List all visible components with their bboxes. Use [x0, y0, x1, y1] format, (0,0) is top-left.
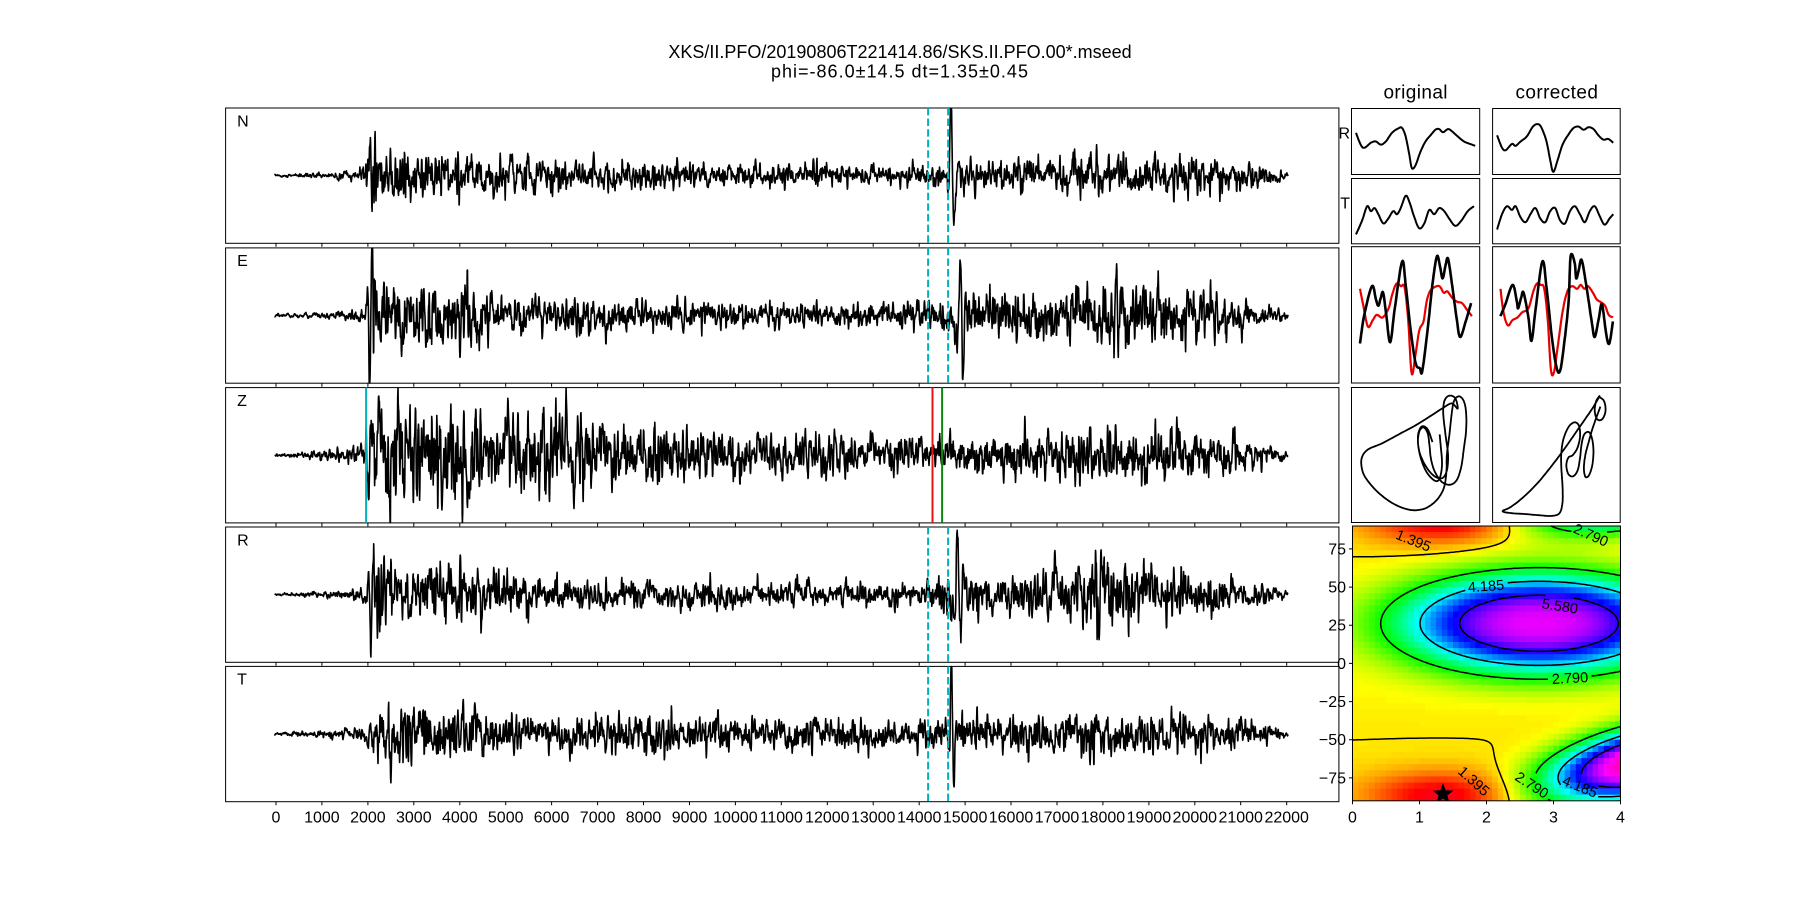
svg-text:20000: 20000 [1173, 810, 1218, 827]
svg-text:3000: 3000 [396, 810, 432, 827]
svg-text:17000: 17000 [1035, 810, 1080, 827]
svg-text:10000: 10000 [713, 810, 758, 827]
svg-text:−25: −25 [1319, 694, 1346, 711]
svg-text:corrected: corrected [1515, 83, 1598, 104]
svg-text:T: T [237, 672, 247, 689]
svg-text:14000: 14000 [897, 810, 942, 827]
svg-text:3: 3 [1549, 810, 1558, 827]
svg-text:25: 25 [1328, 618, 1346, 635]
svg-text:original: original [1383, 83, 1447, 104]
svg-text:12000: 12000 [805, 810, 850, 827]
svg-text:1000: 1000 [304, 810, 340, 827]
svg-text:16000: 16000 [989, 810, 1034, 827]
svg-text:8000: 8000 [626, 810, 662, 827]
svg-text:15000: 15000 [943, 810, 988, 827]
svg-text:2: 2 [1482, 810, 1491, 827]
svg-text:2.790: 2.790 [1552, 670, 1589, 688]
svg-text:0: 0 [1337, 656, 1346, 673]
svg-text:T: T [1340, 196, 1350, 213]
svg-text:2000: 2000 [350, 810, 386, 827]
svg-text:4000: 4000 [442, 810, 478, 827]
svg-text:4: 4 [1616, 810, 1625, 827]
svg-text:E: E [237, 253, 248, 270]
svg-text:9000: 9000 [672, 810, 708, 827]
svg-text:5.580: 5.580 [1541, 596, 1579, 617]
svg-text:11000: 11000 [760, 810, 803, 827]
svg-text:XKS/II.PFO/20190806T221414.86/: XKS/II.PFO/20190806T221414.86/SKS.II.PFO… [668, 42, 1131, 62]
svg-text:7000: 7000 [580, 810, 616, 827]
svg-text:1: 1 [1415, 810, 1424, 827]
svg-text:−75: −75 [1319, 770, 1346, 787]
svg-text:21000: 21000 [1218, 810, 1263, 827]
svg-text:N: N [237, 113, 249, 130]
svg-text:phi=-86.0±14.5 dt=1.35±0.45: phi=-86.0±14.5 dt=1.35±0.45 [771, 62, 1029, 82]
svg-text:0: 0 [1348, 810, 1357, 827]
svg-text:−50: −50 [1319, 732, 1346, 749]
svg-text:75: 75 [1328, 541, 1346, 558]
svg-text:Z: Z [237, 393, 247, 410]
svg-text:5000: 5000 [488, 810, 524, 827]
svg-text:18000: 18000 [1081, 810, 1126, 827]
svg-text:22000: 22000 [1264, 810, 1309, 827]
svg-text:19000: 19000 [1127, 810, 1172, 827]
svg-text:R: R [237, 532, 249, 549]
svg-text:50: 50 [1328, 580, 1346, 597]
svg-text:R: R [1338, 126, 1350, 143]
svg-text:6000: 6000 [534, 810, 570, 827]
svg-text:0: 0 [272, 810, 281, 827]
svg-text:13000: 13000 [851, 810, 896, 827]
svg-text:4.185: 4.185 [1467, 578, 1504, 596]
